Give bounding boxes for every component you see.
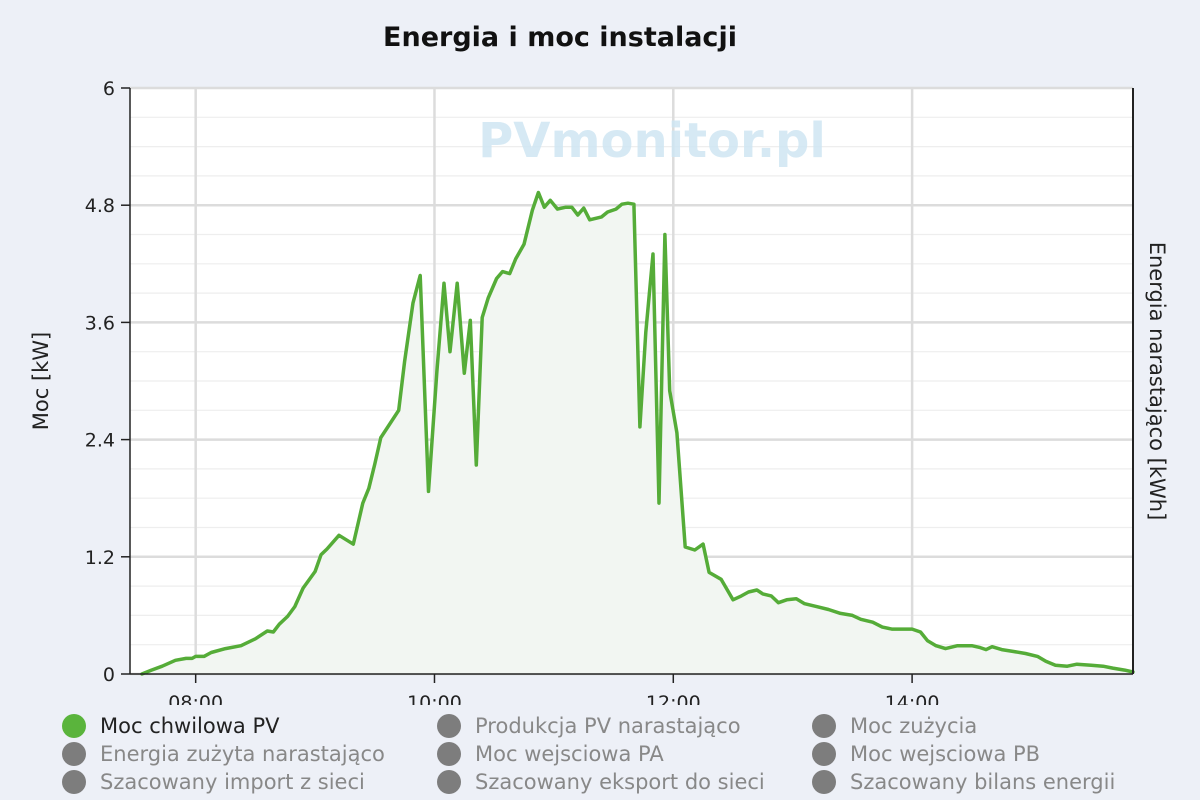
x-tick-label: 14:00 xyxy=(885,692,940,705)
legend-item[interactable]: Moc chwilowa PV xyxy=(60,712,435,740)
legend-label: Moc wejsciowa PA xyxy=(475,742,664,766)
watermark: PVmonitor.pl xyxy=(478,113,826,169)
legend-label: Szacowany import z sieci xyxy=(100,770,365,794)
legend-item[interactable]: Szacowany import z sieci xyxy=(60,768,435,796)
legend-label: Szacowany eksport do sieci xyxy=(475,770,765,794)
legend-item[interactable]: Produkcja PV narastająco xyxy=(435,712,810,740)
y-tick-label: 0 xyxy=(103,664,115,686)
y-tick-label: 1.2 xyxy=(85,547,115,569)
legend-label: Moc wejsciowa PB xyxy=(850,742,1041,766)
x-tick-label: 10:00 xyxy=(407,692,462,705)
series-line-moc-chwilowa-pv xyxy=(140,190,1135,676)
legend-label: Moc zużycia xyxy=(850,714,978,738)
y-tick-label: 3.6 xyxy=(85,312,115,334)
y-tick-label: 6 xyxy=(103,78,115,100)
legend-dot-icon xyxy=(437,742,461,766)
legend-item[interactable]: Moc wejsciowa PA xyxy=(435,740,810,768)
legend-label: Moc chwilowa PV xyxy=(100,714,280,738)
legend-item[interactable]: Szacowany eksport do sieci xyxy=(435,768,810,796)
y-tick-label: 4.8 xyxy=(85,195,115,217)
x-tick-label: 08:00 xyxy=(168,692,223,705)
series-area-fill xyxy=(141,192,1133,674)
energy-power-chart: Energia i moc instalacji PVmonitor.pl 0 1… xyxy=(29,22,1169,705)
legend-label: Szacowany bilans energii xyxy=(850,770,1116,794)
legend-dot-icon xyxy=(437,770,461,794)
legend-item[interactable]: Moc zużycia xyxy=(810,712,1190,740)
legend-dot-icon xyxy=(812,742,836,766)
x-tick-label: 12:00 xyxy=(646,692,701,705)
y2-axis-label: Energia narastająco [kWh] xyxy=(1145,242,1169,521)
y-tick-label: 2.4 xyxy=(85,430,115,452)
legend-label: Produkcja PV narastająco xyxy=(475,714,741,738)
legend-dot-icon xyxy=(812,770,836,794)
chart-title: Energia i moc instalacji xyxy=(383,22,737,53)
legend-dot-icon xyxy=(62,770,86,794)
y-axis-label: Moc [kW] xyxy=(29,332,53,431)
legend-dot-icon xyxy=(437,714,461,738)
legend-item[interactable]: Szacowany bilans energii xyxy=(810,768,1190,796)
legend-dot-icon xyxy=(62,714,86,738)
legend-dot-icon xyxy=(62,742,86,766)
legend: Moc chwilowa PV Produkcja PV narastająco M… xyxy=(60,712,1190,796)
legend-label: Energia zużyta narastająco xyxy=(100,742,385,766)
legend-item[interactable]: Moc wejsciowa PB xyxy=(810,740,1190,768)
legend-dot-icon xyxy=(812,714,836,738)
legend-item[interactable]: Energia zużyta narastająco xyxy=(60,740,435,768)
